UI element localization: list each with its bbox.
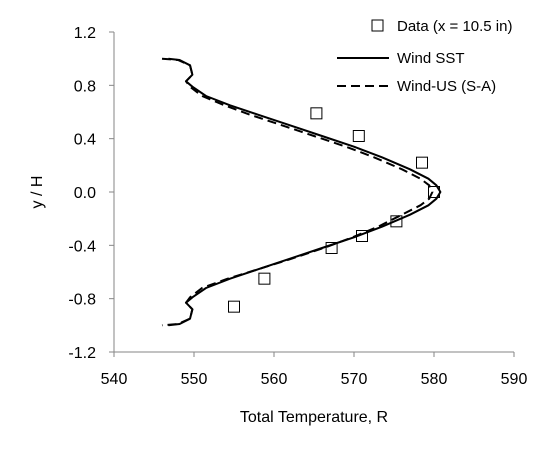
y-axis-title: y / H — [29, 176, 46, 209]
legend-label-wind-us: Wind-US (S-A) — [397, 78, 496, 95]
y-tick-label: 0.4 — [74, 132, 96, 149]
x-tick-label: 550 — [181, 371, 208, 388]
data-point-marker — [416, 156, 428, 169]
series-line-wind-us — [161, 57, 434, 327]
data-point-marker — [310, 107, 323, 120]
y-tick-label: 0.8 — [74, 78, 96, 95]
data-point-marker — [258, 272, 271, 285]
legend-label-wind-sst: Wind SST — [397, 50, 465, 67]
data-layer — [161, 57, 442, 327]
y-tick-label: -0.8 — [68, 292, 96, 309]
legend: Data (x = 10.5 in) Wind SST Wind-US (S-A… — [337, 18, 512, 95]
x-tick-label: 540 — [101, 371, 128, 388]
x-tick-label: 580 — [421, 371, 448, 388]
y-tick-label: 1.2 — [74, 25, 96, 42]
x-ticks: 540 550 560 570 580 590 — [101, 352, 528, 388]
y-tick-label: 0.0 — [74, 185, 96, 202]
data-point-marker — [352, 130, 365, 142]
x-axis-title: Total Temperature, R — [240, 409, 388, 426]
legend-entry-wind-sst: Wind SST — [337, 50, 465, 67]
series-line-wind-sst — [168, 57, 442, 327]
y-tick-label: -1.2 — [68, 345, 96, 362]
legend-entry-data: Data (x = 10.5 in) — [371, 18, 512, 35]
y-ticks: 1.2 0.8 0.4 0.0 -0.4 -0.8 -1.2 — [68, 25, 114, 362]
legend-label-data: Data (x = 10.5 in) — [397, 18, 512, 35]
legend-marker-data — [371, 19, 384, 32]
x-tick-label: 590 — [501, 371, 528, 388]
data-point-marker — [325, 242, 338, 254]
data-point-marker — [228, 300, 240, 313]
legend-entry-wind-us: Wind-US (S-A) — [337, 78, 496, 95]
x-tick-label: 560 — [261, 371, 288, 388]
x-tick-label: 570 — [341, 371, 368, 388]
y-tick-label: -0.4 — [68, 238, 96, 255]
